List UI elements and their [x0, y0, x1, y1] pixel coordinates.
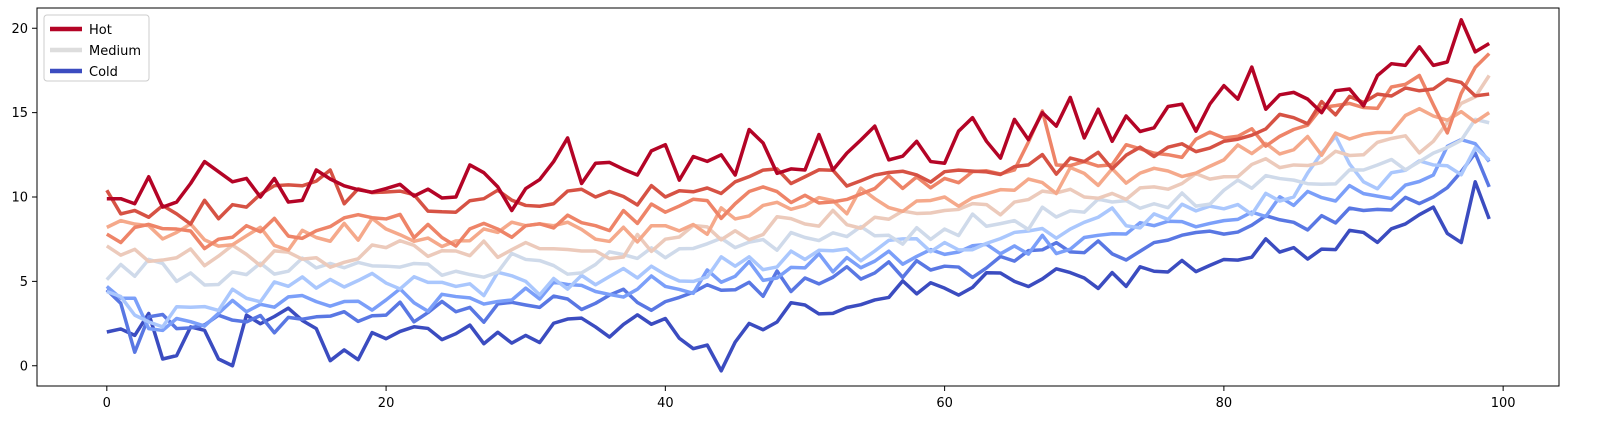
x-tick-label: 20: [378, 396, 395, 411]
x-tick-label: 40: [657, 396, 674, 411]
y-tick-label: 5: [20, 275, 28, 290]
x-tick-label: 60: [936, 396, 953, 411]
y-tick-label: 10: [11, 191, 28, 206]
legend-label: Hot: [89, 23, 112, 38]
series-line-0: [106, 18, 1491, 213]
series-line-2: [105, 52, 1491, 251]
legend-box: [43, 14, 150, 82]
series-lines: [105, 18, 1491, 373]
x-tick-label: 80: [1216, 396, 1233, 411]
y-tick-label: 20: [11, 22, 28, 37]
series-line-4: [105, 74, 1491, 269]
x-axis: 0 20 40 60 80 100: [103, 386, 1516, 411]
y-tick-label: 0: [20, 359, 28, 374]
y-tick-label: 15: [11, 106, 28, 121]
x-tick-label: 0: [103, 396, 111, 411]
legend-label: Cold: [89, 65, 118, 80]
legend: Hot Medium Cold: [43, 14, 150, 82]
legend-label: Medium: [89, 44, 141, 59]
series-line-9: [106, 180, 1491, 373]
series-line-8: [105, 151, 1491, 354]
series-line-3: [106, 106, 1491, 252]
series-line-7: [105, 137, 1491, 333]
x-tick-label: 100: [1491, 396, 1516, 411]
series-line-1: [105, 77, 1490, 226]
series-line-6: [106, 134, 1491, 329]
y-axis: 0 5 10 15 20: [11, 22, 37, 374]
